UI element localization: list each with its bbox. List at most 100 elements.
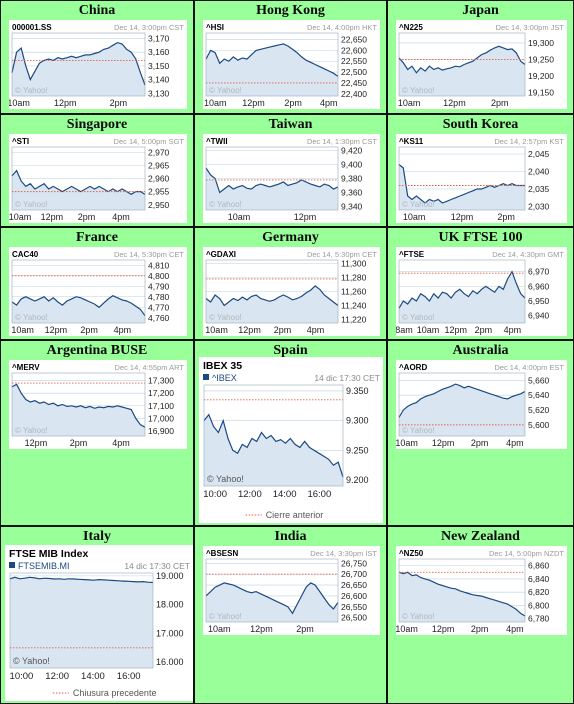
- x-tick-label: 12pm: [242, 98, 265, 108]
- chart-svg: 3,170 3,160 3,150 3,140 3,130 10am 12pm 2pm 0000…: [9, 20, 187, 109]
- timestamp: Dec 14, 5:30pm CET: [307, 250, 377, 259]
- y-tick-label: 22,450: [341, 78, 367, 88]
- price-line: [205, 285, 339, 307]
- x-tick-label: 10:00: [203, 489, 227, 500]
- plot-frame: [398, 558, 526, 623]
- y-tick-label: 11,220: [341, 315, 367, 325]
- plot-frame: [11, 259, 146, 324]
- market-title: Hong Kong: [256, 3, 325, 18]
- x-tick-label: 2pm: [475, 325, 493, 335]
- price-line: [11, 169, 146, 195]
- y-tick-label: 17,000: [148, 413, 174, 423]
- yahoo-watermark: © Yahoo!: [15, 426, 48, 435]
- y-tick-label: 22,550: [341, 56, 367, 66]
- y-tick-label: 17,200: [148, 388, 174, 398]
- y-tick-label: 6,780: [528, 614, 550, 624]
- market-cell: Taiwan 9,420 9,400 9,380 9,360 9,340 10am 12pm ^…: [194, 114, 387, 227]
- yahoo-watermark: © Yahoo!: [209, 200, 242, 209]
- plot-frame: [203, 384, 344, 487]
- price-area: [10, 577, 153, 668]
- x-tick-label: 12pm: [54, 98, 77, 108]
- chart-svg: 19.000 18.000 17.000 16.000 10:00 12:00 14:00 1…: [5, 545, 193, 701]
- symbol-label: ^FTSE: [399, 250, 425, 259]
- market-title: Spain: [273, 343, 308, 358]
- y-tick-label: 3,170: [148, 33, 170, 43]
- market-title: UK FTSE 100: [438, 230, 523, 245]
- market-cell: France 4,810 4,800 4,790 4,780 4,770 4,760 10am…: [0, 227, 194, 340]
- y-tick-label: 2,955: [148, 187, 170, 197]
- x-tick-label: 2pm: [491, 98, 509, 108]
- y-tick-label: 11,260: [341, 287, 367, 297]
- price-line: [9, 576, 154, 584]
- x-tick-label: 2pm: [78, 212, 96, 222]
- y-tick-label: 5,660: [528, 375, 550, 385]
- yahoo-watermark: © Yahoo!: [402, 200, 435, 209]
- price-area: [206, 168, 338, 210]
- chart-svg: 2,970 2,965 2,960 2,955 2,950 10am 12pm 2pm 4pm ^…: [9, 134, 187, 223]
- x-tick-label: 10am: [205, 325, 228, 335]
- y-tick-label: 26,600: [341, 591, 367, 601]
- price-area: [206, 582, 338, 622]
- chart-svg: 6,860 6,840 6,820 6,800 6,780 10am 12pm 2pm 4pm ^…: [396, 546, 567, 635]
- y-tick-label: 2,030: [528, 202, 550, 212]
- chart-svg: 2,045 2,040 2,035 2,030 10am 12pm 2pm ^KS11 Dec …: [396, 134, 567, 223]
- price-area: [204, 414, 343, 486]
- price-line: [11, 41, 146, 86]
- y-tick-label: 19,150: [528, 88, 554, 98]
- y-tick-label: 19.000: [156, 571, 184, 581]
- y-tick-label: 9.250: [346, 445, 369, 455]
- y-tick-label: 6,800: [528, 600, 550, 610]
- y-tick-label: 4,790: [148, 281, 170, 291]
- x-tick-label: 10am: [11, 325, 34, 335]
- x-tick-label: 10am: [417, 325, 440, 335]
- price-area: [12, 295, 145, 323]
- price-line: [203, 413, 344, 478]
- market-cell: UK FTSE 100 6,970 6,960 6,950 6,940 8am 10am 12…: [387, 227, 574, 340]
- market-cell: Spain 9.350 9.300 9.250 9.200 10:00 12:00 14:00…: [194, 340, 387, 526]
- chart-svg: 6,970 6,960 6,950 6,940 8am 10am 12pm 2pm 4pm ^FT…: [396, 247, 567, 336]
- x-tick-label: 12pm: [294, 212, 317, 222]
- y-tick-label: 9.300: [346, 416, 369, 426]
- y-tick-label: 2,035: [528, 184, 550, 194]
- market-cell: Singapore 2,970 2,965 2,960 2,955 2,950 10am 12…: [0, 114, 194, 227]
- symbol-label: ^KS11: [399, 137, 424, 146]
- yahoo-watermark: © Yahoo!: [402, 612, 435, 621]
- x-tick-label: 4pm: [504, 325, 522, 335]
- yahoo-watermark: © Yahoo!: [209, 313, 242, 322]
- market-title: Australia: [452, 343, 509, 358]
- y-tick-label: 3,150: [148, 61, 170, 71]
- market-title: Argentina BUSE: [46, 343, 148, 358]
- yahoo-watermark: © Yahoo!: [209, 86, 242, 95]
- x-tick-label: 2pm: [80, 325, 98, 335]
- market-cell: South Korea 2,045 2,040 2,035 2,030 10am 12pm 2…: [387, 114, 574, 227]
- yahoo-watermark: © Yahoo!: [402, 426, 435, 435]
- y-tick-label: 17.000: [156, 628, 184, 638]
- y-tick-label: 2,960: [148, 174, 170, 184]
- y-tick-label: 6,860: [528, 561, 550, 571]
- x-tick-label: 4pm: [114, 325, 132, 335]
- y-tick-label: 3,160: [148, 47, 170, 57]
- price-line: [398, 383, 526, 418]
- y-tick-label: 4,780: [148, 292, 170, 302]
- symbol-label: 000001.SS: [12, 23, 52, 32]
- x-tick-label: 12pm: [432, 624, 455, 634]
- x-tick-label: 12pm: [41, 212, 64, 222]
- plot-frame: [205, 146, 339, 211]
- y-tick-label: 19,250: [528, 55, 554, 65]
- x-tick-label: 4pm: [112, 212, 130, 222]
- timestamp: Dec 14, 4:00pm HKT: [307, 23, 377, 32]
- timestamp: Dec 14, 4:55pm ART: [115, 363, 185, 372]
- timestamp: Dec 14, 3:00pm CST: [114, 23, 184, 32]
- chart-svg: 19,300 19,250 19,200 19,150 10am 12pm 2pm ^N225…: [396, 20, 567, 109]
- x-tick-label: 12pm: [444, 325, 467, 335]
- x-tick-label: 12pm: [432, 438, 455, 448]
- plot-frame: [398, 372, 526, 437]
- y-tick-label: 6,970: [528, 267, 550, 277]
- x-tick-label: 10am: [398, 98, 421, 108]
- y-tick-label: 22,400: [341, 89, 367, 99]
- price-line: [398, 270, 526, 309]
- chart-header: FTSE MIB Index: [9, 548, 89, 560]
- market-title: South Korea: [442, 117, 519, 132]
